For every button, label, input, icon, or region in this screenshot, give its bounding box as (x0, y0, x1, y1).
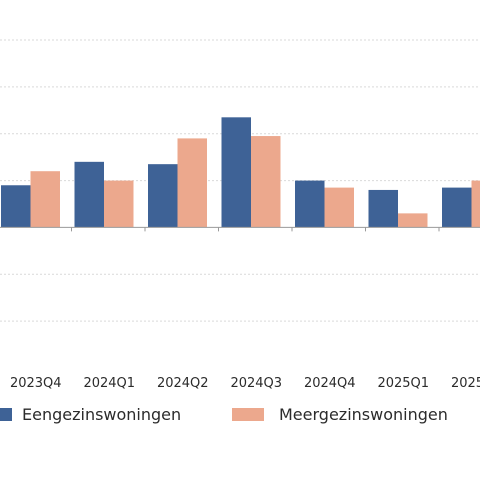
x-tick-label: 2023Q4 (10, 376, 62, 391)
legend-swatch (232, 408, 264, 421)
legend-label: Eengezinswoningen (22, 405, 181, 424)
bar-eengezinswoningen-2024q4 (295, 180, 325, 228)
bar-eengezinswoningen-2024q2 (148, 164, 178, 228)
x-tick-label: 2024Q2 (157, 376, 209, 391)
legend: Eengezinswoningen Meergezinswoningen (0, 405, 448, 424)
bar-eengezinswoningen-2024q3 (221, 117, 251, 228)
x-axis (0, 226, 480, 232)
legend-label: Meergezinswoningen (279, 405, 448, 424)
bar-eengezinswoningen-2023q4 (1, 185, 31, 228)
x-tick-label: 2025Q2 (451, 376, 480, 391)
x-tick-label: 2025Q1 (377, 376, 429, 391)
bar-meergezinswoningen-2024q1 (104, 180, 134, 228)
bar-meergezinswoningen-2024q2 (177, 138, 207, 228)
x-tick-labels: 2023Q4 2024Q1 2024Q2 2024Q3 2024Q4 2025Q1 2025… (10, 376, 480, 391)
legend-swatch (0, 408, 12, 421)
bar-meergezinswoningen-2024q3 (251, 136, 281, 228)
bars (1, 117, 480, 228)
bar-meergezinswoningen-2025q2 (471, 180, 480, 228)
x-tick-label: 2024Q3 (230, 376, 282, 391)
x-tick-label: 2024Q1 (83, 376, 135, 391)
bar-eengezinswoningen-2025q1 (368, 189, 398, 228)
bar-eengezinswoningen-2025q2 (442, 187, 472, 228)
x-tick-label: 2024Q4 (304, 376, 356, 391)
bar-eengezinswoningen-2024q1 (74, 161, 104, 228)
bar-meergezinswoningen-2023q4 (30, 171, 60, 228)
bar-meergezinswoningen-2025q1 (398, 213, 428, 228)
bar-meergezinswoningen-2024q4 (324, 187, 354, 228)
